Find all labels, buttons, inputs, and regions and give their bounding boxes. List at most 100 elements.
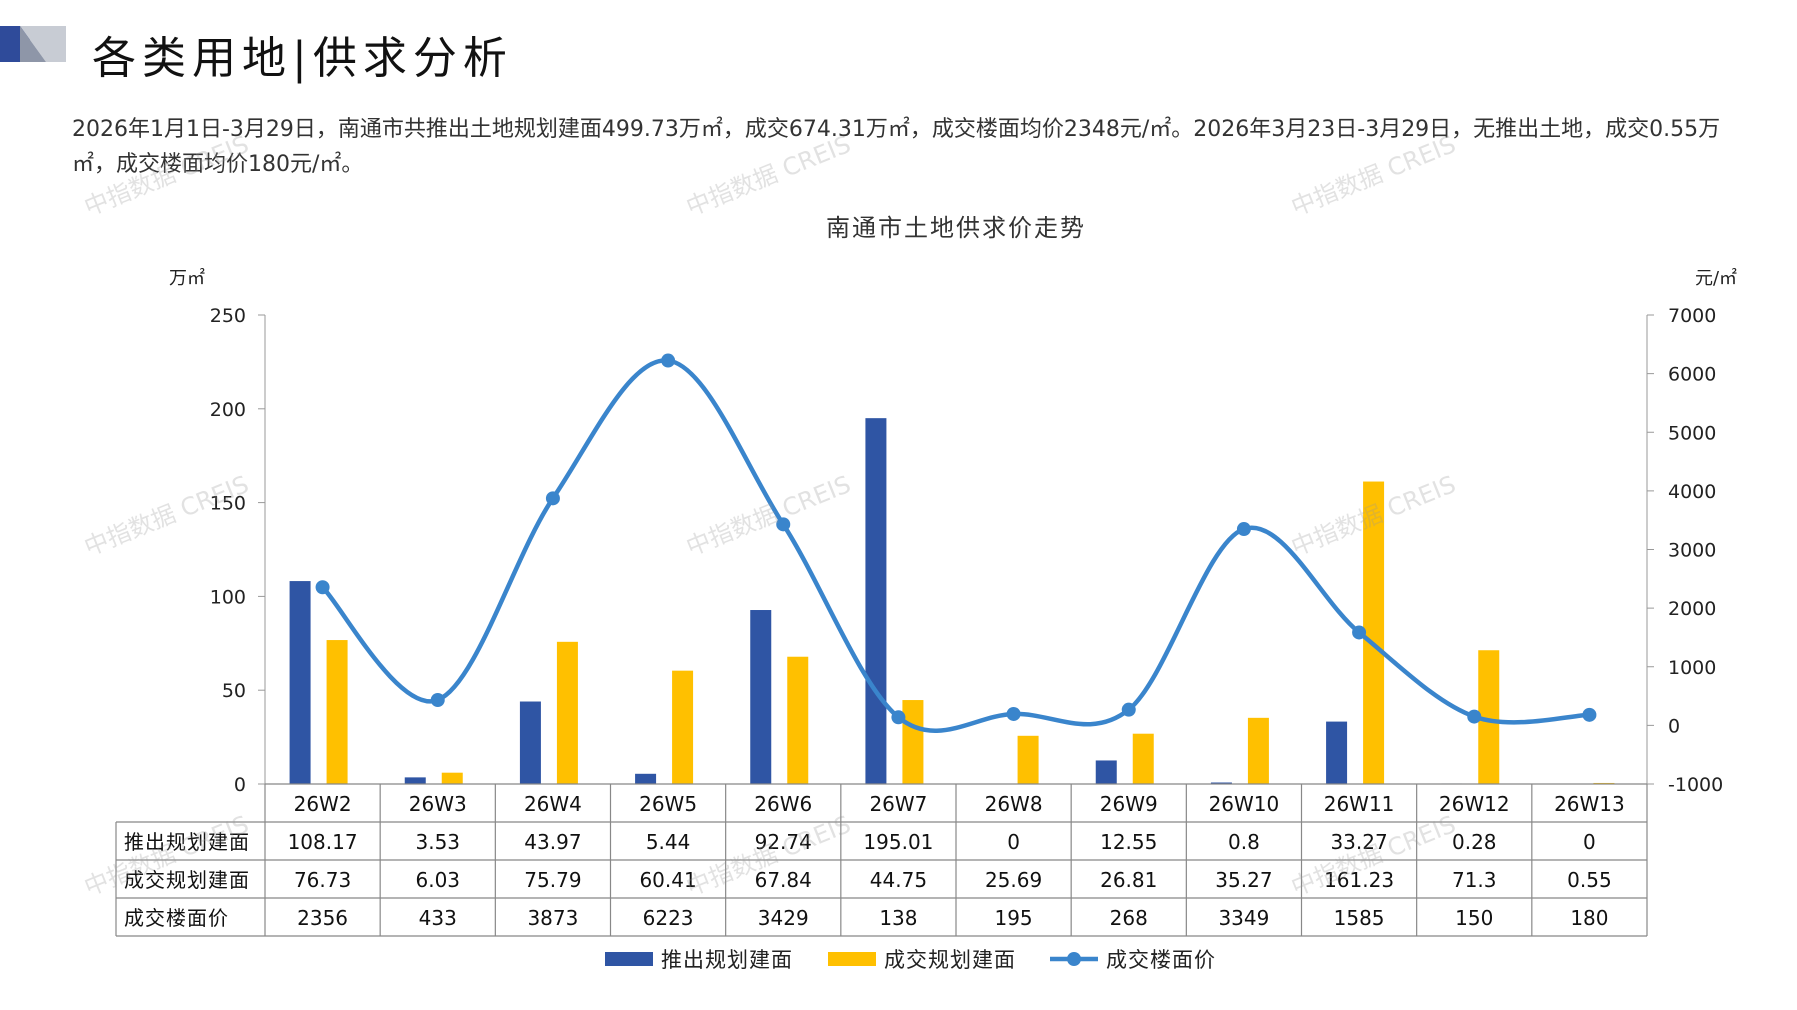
data-label: 268 (1110, 906, 1148, 930)
data-label: 2356 (297, 906, 348, 930)
point-price-26W5 (661, 353, 676, 368)
data-label: 92.74 (755, 830, 812, 854)
data-label: 161.23 (1324, 868, 1394, 892)
data-label: 67.84 (755, 868, 812, 892)
y-tick-label-left: 250 (210, 305, 246, 327)
y-tick-label-left: 50 (222, 680, 246, 702)
data-label: 1585 (1334, 906, 1385, 930)
data-label: 0.28 (1452, 830, 1497, 854)
data-label: 44.75 (870, 868, 927, 892)
bar-deal-26W6 (787, 656, 809, 784)
data-label: 5.44 (646, 830, 691, 854)
x-tick-label: 26W12 (1439, 792, 1510, 816)
data-label: 0 (1007, 830, 1020, 854)
bar-deal-26W2 (326, 640, 348, 784)
data-label: 76.73 (294, 868, 351, 892)
data-label: 195 (994, 906, 1032, 930)
legend-swatch-marker (1067, 952, 1081, 966)
y-tick-label-right: 4000 (1668, 481, 1716, 503)
data-label: 138 (879, 906, 917, 930)
y-tick-label-right: 1000 (1668, 657, 1716, 679)
bar-deal-26W4 (556, 641, 578, 784)
bar-supply-26W11 (1326, 721, 1348, 784)
data-label: 60.41 (639, 868, 696, 892)
bar-deal-26W7 (902, 700, 924, 784)
point-price-26W9 (1121, 702, 1136, 717)
x-tick-label: 26W10 (1209, 792, 1280, 816)
line-price (320, 358, 1590, 733)
x-tick-label: 26W9 (1100, 792, 1158, 816)
bar-deal-26W9 (1132, 733, 1154, 784)
summary-text: 2026年1月1日-3月29日，南通市共推出土地规划建面499.73万㎡，成交6… (72, 117, 1721, 177)
corner-decoration (0, 26, 66, 62)
data-label: 3.53 (415, 830, 460, 854)
bar-supply-26W7 (865, 418, 887, 784)
y-tick-label-left: 100 (210, 586, 246, 608)
legend-entry: 成交规划建面 (884, 948, 1016, 972)
bar-deal-26W10 (1247, 717, 1269, 784)
y-tick-label-right: 2000 (1668, 598, 1716, 620)
y-axis-right-label: 元/㎡ (1695, 267, 1737, 289)
table-row-label: 推出规划建面 (124, 830, 250, 854)
data-label: 25.69 (985, 868, 1042, 892)
data-label: 433 (419, 906, 457, 930)
x-tick-label: 26W7 (869, 792, 927, 816)
bar-supply-26W2 (289, 581, 311, 784)
y-tick-label-right: 5000 (1668, 422, 1716, 444)
x-tick-label: 26W6 (754, 792, 812, 816)
x-tick-label: 26W2 (294, 792, 352, 816)
page-title: 各类用地|供求分析 (92, 33, 513, 84)
point-price-26W8 (1006, 706, 1021, 721)
legend-entry: 成交楼面价 (1106, 948, 1216, 972)
point-price-26W12 (1467, 709, 1482, 724)
data-label: 180 (1570, 906, 1608, 930)
data-label: 26.81 (1100, 868, 1157, 892)
bar-deal-26W11 (1363, 481, 1385, 784)
y-tick-label-right: 6000 (1668, 364, 1716, 386)
y-tick-label-right: 0 (1668, 715, 1680, 737)
point-price-26W11 (1352, 625, 1367, 640)
bar-supply-26W6 (750, 610, 772, 784)
y-tick-label-left: 200 (210, 399, 246, 421)
data-label: 33.27 (1330, 830, 1387, 854)
x-tick-label: 26W13 (1554, 792, 1625, 816)
point-price-26W6 (776, 517, 791, 532)
bar-supply-26W10 (1210, 782, 1232, 784)
point-price-26W3 (430, 692, 445, 707)
bar-deal-26W3 (441, 772, 463, 784)
data-label: 3429 (758, 906, 809, 930)
data-label: 0.8 (1228, 830, 1260, 854)
data-label: 6.03 (415, 868, 460, 892)
bar-supply-26W5 (635, 773, 657, 784)
point-price-26W4 (545, 491, 560, 506)
data-label: 75.79 (524, 868, 581, 892)
x-tick-label: 26W4 (524, 792, 582, 816)
x-tick-label: 26W5 (639, 792, 697, 816)
y-axis-left-label: 万㎡ (169, 267, 205, 289)
x-tick-label: 26W3 (409, 792, 467, 816)
y-tick-label-right: 7000 (1668, 305, 1716, 327)
data-label: 150 (1455, 906, 1493, 930)
point-price-26W10 (1236, 522, 1251, 537)
y-tick-label-left: 150 (210, 493, 246, 515)
bar-deal-26W12 (1478, 650, 1500, 784)
data-label: 195.01 (863, 830, 933, 854)
point-price-26W2 (315, 580, 330, 595)
bar-deal-26W8 (1017, 735, 1039, 784)
data-label: 12.55 (1100, 830, 1157, 854)
x-tick-label: 26W11 (1324, 792, 1395, 816)
bar-deal-26W5 (672, 670, 694, 784)
bar-supply-26W4 (519, 701, 541, 784)
data-label: 0 (1583, 830, 1596, 854)
legend-swatch (828, 952, 876, 966)
x-tick-label: 26W8 (985, 792, 1043, 816)
data-label: 108.17 (288, 830, 358, 854)
y-tick-label-right: -1000 (1668, 774, 1723, 796)
y-tick-label-left: 0 (234, 774, 246, 796)
bar-supply-26W9 (1095, 760, 1117, 784)
table-row-label: 成交规划建面 (124, 868, 250, 892)
data-label: 71.3 (1452, 868, 1497, 892)
legend-swatch (605, 952, 653, 966)
data-label: 35.27 (1215, 868, 1272, 892)
